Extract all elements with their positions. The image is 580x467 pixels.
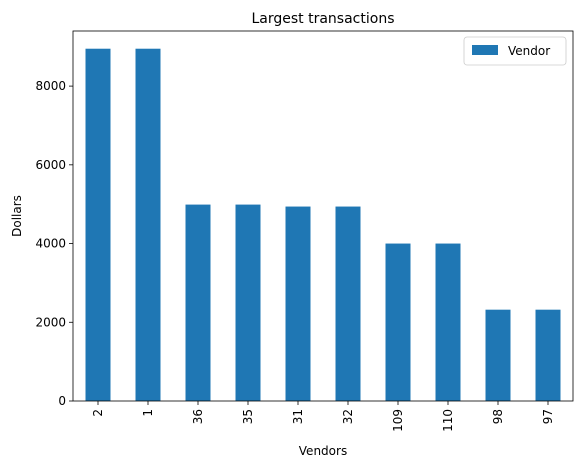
legend-swatch xyxy=(472,45,498,55)
x-axis: 2 1 36 35 31 32 109 110 98 97 xyxy=(91,401,555,432)
plot-frame xyxy=(72,30,574,402)
y-axis: 0 2000 4000 6000 8000 xyxy=(35,79,73,408)
x-tick-label: 98 xyxy=(491,409,505,424)
x-tick-label: 35 xyxy=(241,409,255,424)
chart-title: Largest transactions xyxy=(251,11,394,27)
bar-98 xyxy=(485,309,511,401)
x-tick-label: 2 xyxy=(91,409,105,417)
x-tick-label: 109 xyxy=(391,409,405,432)
x-axis-label: Vendors xyxy=(299,444,347,458)
x-tick-label: 97 xyxy=(541,409,555,424)
y-tick-label: 4000 xyxy=(35,237,66,251)
bar-35 xyxy=(235,204,261,401)
y-tick-label: 6000 xyxy=(35,158,66,172)
legend: Vendor xyxy=(463,36,567,66)
bar-2 xyxy=(85,48,111,401)
bar-97 xyxy=(535,309,561,401)
x-tick-label: 1 xyxy=(141,409,155,417)
bar-1 xyxy=(135,48,161,401)
bars-group xyxy=(85,48,561,401)
y-tick-label: 8000 xyxy=(35,79,66,93)
bar-110 xyxy=(435,243,461,401)
legend-label: Vendor xyxy=(508,44,550,58)
x-tick-label: 31 xyxy=(291,409,305,424)
bar-36 xyxy=(185,204,211,401)
x-tick-label: 36 xyxy=(191,409,205,424)
legend-box xyxy=(463,36,567,66)
x-tick-label: 110 xyxy=(441,409,455,432)
bar-31 xyxy=(285,206,311,401)
y-axis-label: Dollars xyxy=(10,195,24,237)
bar-109 xyxy=(385,243,411,401)
x-tick-label: 32 xyxy=(341,409,355,424)
bar-32 xyxy=(335,206,361,401)
y-tick-label: 2000 xyxy=(35,315,66,329)
y-tick-label: 0 xyxy=(58,394,66,408)
